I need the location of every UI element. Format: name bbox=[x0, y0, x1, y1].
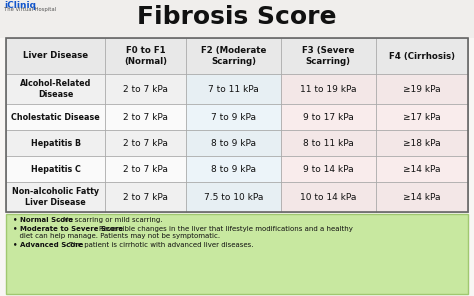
Text: ≥14 kPa: ≥14 kPa bbox=[403, 192, 440, 202]
Text: ≥17 kPa: ≥17 kPa bbox=[403, 112, 441, 121]
Bar bbox=[186, 74, 281, 104]
Text: 9 to 17 kPa: 9 to 17 kPa bbox=[303, 112, 354, 121]
Text: 11 to 19 kPa: 11 to 19 kPa bbox=[300, 84, 356, 94]
Text: Fibrosis Score: Fibrosis Score bbox=[137, 5, 337, 29]
Text: Liver Disease: Liver Disease bbox=[23, 52, 88, 60]
Bar bbox=[186, 104, 281, 130]
Bar bbox=[6, 74, 468, 104]
Text: 7 to 11 kPa: 7 to 11 kPa bbox=[208, 84, 259, 94]
Text: 8 to 9 kPa: 8 to 9 kPa bbox=[211, 139, 256, 147]
Bar bbox=[6, 214, 468, 294]
Bar bbox=[281, 156, 375, 182]
Bar bbox=[6, 156, 468, 182]
Bar bbox=[6, 38, 468, 74]
Bar bbox=[186, 182, 281, 212]
Text: Non-alcoholic Fatty
Liver Disease: Non-alcoholic Fatty Liver Disease bbox=[12, 187, 99, 207]
Text: - The patient is cirrhotic with advanced liver diseases.: - The patient is cirrhotic with advanced… bbox=[62, 242, 253, 247]
Text: 7 to 9 kPa: 7 to 9 kPa bbox=[211, 112, 256, 121]
Text: ≥18 kPa: ≥18 kPa bbox=[403, 139, 441, 147]
Text: 7.5 to 10 kPa: 7.5 to 10 kPa bbox=[204, 192, 263, 202]
Bar bbox=[6, 182, 468, 212]
Bar bbox=[0, 0, 474, 38]
Text: 9 to 14 kPa: 9 to 14 kPa bbox=[303, 165, 354, 173]
Bar bbox=[375, 156, 468, 182]
Text: 2 to 7 kPa: 2 to 7 kPa bbox=[123, 84, 168, 94]
Text: The Virtual Hospital: The Virtual Hospital bbox=[4, 7, 56, 12]
Text: - Reversible changes in the liver that lifestyle modifications and a healthy: - Reversible changes in the liver that l… bbox=[92, 226, 353, 232]
Bar bbox=[281, 104, 375, 130]
Text: Hepatitis B: Hepatitis B bbox=[31, 139, 81, 147]
Text: 10 to 14 kPa: 10 to 14 kPa bbox=[300, 192, 356, 202]
Text: F0 to F1
(Normal): F0 to F1 (Normal) bbox=[124, 46, 167, 66]
Text: • Normal Score: • Normal Score bbox=[13, 217, 73, 223]
Bar bbox=[6, 130, 468, 156]
Text: F3 (Severe
Scarring): F3 (Severe Scarring) bbox=[302, 46, 355, 66]
Text: 2 to 7 kPa: 2 to 7 kPa bbox=[123, 165, 168, 173]
Text: - No scarring or mild scarring.: - No scarring or mild scarring. bbox=[56, 217, 162, 223]
Bar bbox=[375, 104, 468, 130]
Bar bbox=[375, 74, 468, 104]
Text: diet can help manage. Patients may not be symptomatic.: diet can help manage. Patients may not b… bbox=[15, 233, 220, 239]
Text: Alcohol-Related
Disease: Alcohol-Related Disease bbox=[20, 79, 91, 99]
Text: 8 to 9 kPa: 8 to 9 kPa bbox=[211, 165, 256, 173]
Text: Cholestatic Disease: Cholestatic Disease bbox=[11, 112, 100, 121]
Bar bbox=[6, 38, 468, 212]
Text: • Moderate to Severe Score: • Moderate to Severe Score bbox=[13, 226, 123, 232]
Bar bbox=[375, 182, 468, 212]
Text: • Advanced Score: • Advanced Score bbox=[13, 242, 83, 247]
Bar bbox=[375, 130, 468, 156]
Bar bbox=[6, 104, 468, 130]
Text: 8 to 11 kPa: 8 to 11 kPa bbox=[303, 139, 354, 147]
Bar bbox=[281, 182, 375, 212]
Text: ≥19 kPa: ≥19 kPa bbox=[403, 84, 441, 94]
Text: Hepatitis C: Hepatitis C bbox=[31, 165, 81, 173]
Bar bbox=[186, 156, 281, 182]
Text: iCliniq: iCliniq bbox=[4, 1, 36, 10]
Bar bbox=[281, 130, 375, 156]
Text: 2 to 7 kPa: 2 to 7 kPa bbox=[123, 192, 168, 202]
Bar bbox=[281, 74, 375, 104]
Text: ≥14 kPa: ≥14 kPa bbox=[403, 165, 440, 173]
Text: 2 to 7 kPa: 2 to 7 kPa bbox=[123, 112, 168, 121]
Text: 2 to 7 kPa: 2 to 7 kPa bbox=[123, 139, 168, 147]
Text: F4 (Cirrhosis): F4 (Cirrhosis) bbox=[389, 52, 455, 60]
Text: F2 (Moderate
Scarring): F2 (Moderate Scarring) bbox=[201, 46, 266, 66]
Bar bbox=[186, 130, 281, 156]
